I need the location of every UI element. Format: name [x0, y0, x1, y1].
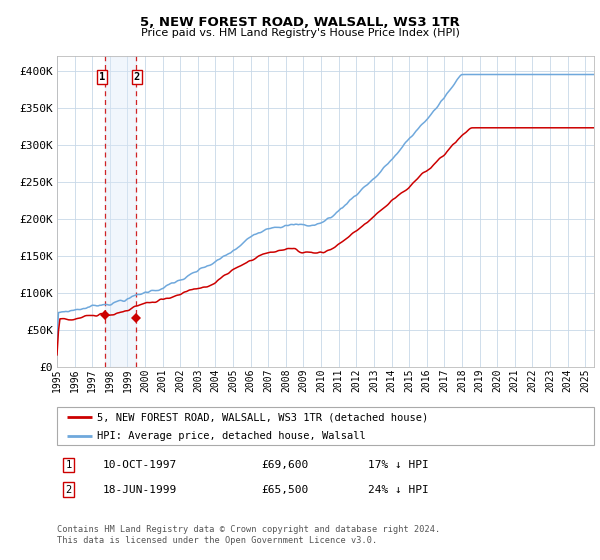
- Text: 1: 1: [99, 72, 106, 82]
- Text: Contains HM Land Registry data © Crown copyright and database right 2024.
This d: Contains HM Land Registry data © Crown c…: [57, 525, 440, 545]
- Bar: [106, 56, 136, 367]
- Text: Price paid vs. HM Land Registry's House Price Index (HPI): Price paid vs. HM Land Registry's House …: [140, 28, 460, 38]
- Text: 1: 1: [65, 460, 72, 470]
- Text: 5, NEW FOREST ROAD, WALSALL, WS3 1TR (detached house): 5, NEW FOREST ROAD, WALSALL, WS3 1TR (de…: [97, 412, 428, 422]
- Text: 17% ↓ HPI: 17% ↓ HPI: [368, 460, 429, 470]
- Text: 2: 2: [65, 484, 72, 494]
- Text: 24% ↓ HPI: 24% ↓ HPI: [368, 484, 429, 494]
- Text: 5, NEW FOREST ROAD, WALSALL, WS3 1TR: 5, NEW FOREST ROAD, WALSALL, WS3 1TR: [140, 16, 460, 29]
- Text: 10-OCT-1997: 10-OCT-1997: [103, 460, 177, 470]
- Text: 18-JUN-1999: 18-JUN-1999: [103, 484, 177, 494]
- Text: HPI: Average price, detached house, Walsall: HPI: Average price, detached house, Wals…: [97, 431, 366, 441]
- Text: £69,600: £69,600: [261, 460, 308, 470]
- Text: £65,500: £65,500: [261, 484, 308, 494]
- Text: 2: 2: [134, 72, 140, 82]
